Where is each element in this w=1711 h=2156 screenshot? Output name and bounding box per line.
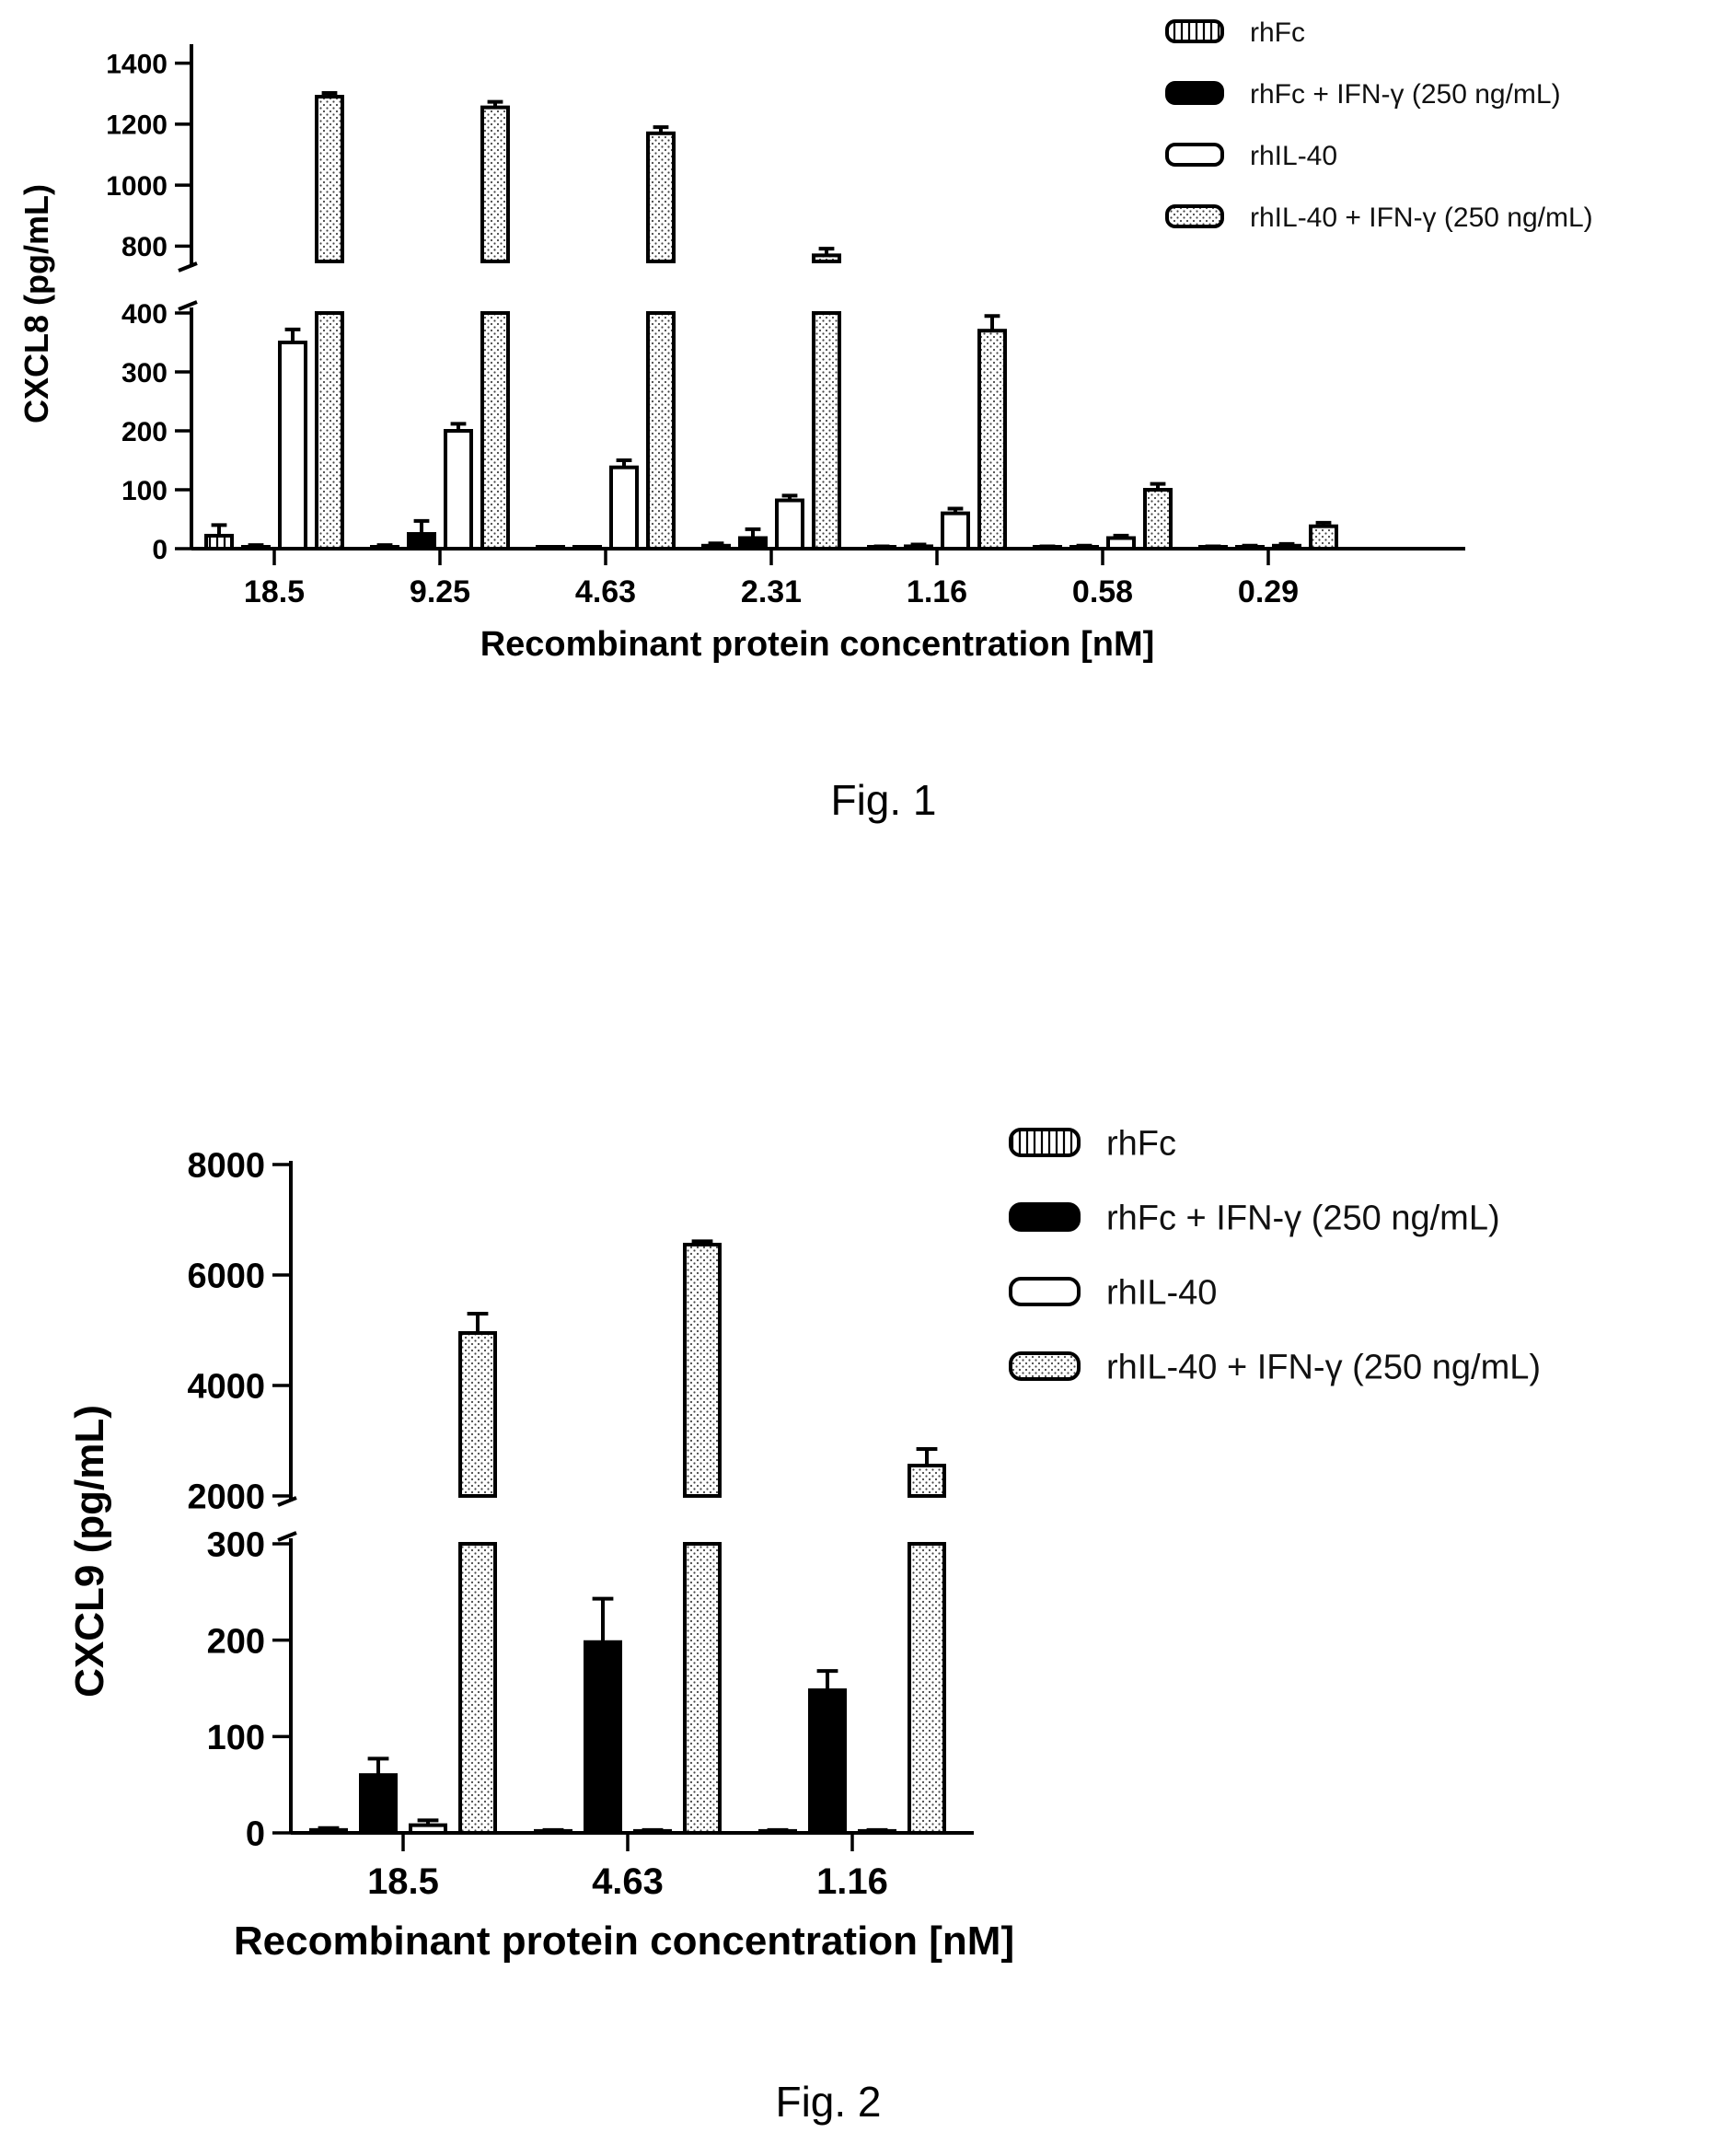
- legend-label: rhFc: [1106, 1125, 1176, 1164]
- y-tick-label: 0: [152, 535, 168, 565]
- legend-swatch: [1009, 1128, 1081, 1157]
- y-tick-label: 200: [207, 1622, 265, 1661]
- y-tick-label: 2000: [187, 1478, 265, 1517]
- x-tick-label: 18.5: [244, 574, 305, 609]
- figure-2-x-axis-title: Recombinant protein concentration [nM]: [234, 1918, 1014, 1964]
- legend-label: rhFc + IFN-γ (250 ng/mL): [1250, 79, 1561, 110]
- legend-swatch: [1165, 143, 1224, 167]
- x-tick-label: 18.5: [367, 1861, 439, 1902]
- bar-2.31-rhIL-40 + IFN-γ (250 ng/mL): [812, 253, 841, 264]
- figure-1-chart: 0 100 200 300 400 800 1000 1200 1400 18.5 9.25 4.63…: [17, 17, 1593, 824]
- bar-4.63-rhIL-40 + IFN-γ (250 ng/mL): [683, 1243, 722, 1498]
- legend-swatch: [1165, 81, 1224, 105]
- legend-label: rhIL-40 + IFN-γ (250 ng/mL): [1250, 203, 1593, 233]
- figure-1-caption: Fig. 1: [830, 776, 936, 824]
- bar-9.25-rhIL-40: [444, 429, 473, 551]
- bar-9.25-rhIL-40 + IFN-γ (250 ng/mL): [480, 105, 510, 263]
- axis-break-mark: [178, 300, 198, 311]
- bar-4.63-rhIL-40: [609, 465, 639, 551]
- bar-18.5-rhIL-40 + IFN-γ (250 ng/mL): [315, 95, 344, 264]
- y-tick-label: 6000: [187, 1258, 265, 1296]
- legend-swatch: [1009, 1277, 1081, 1306]
- y-tick-label: 800: [121, 232, 168, 262]
- x-tick-label: 1.16: [816, 1861, 888, 1902]
- y-tick-label: 4000: [187, 1368, 265, 1407]
- y-tick-label: 200: [121, 417, 168, 447]
- bar-0.29-rhIL-40 + IFN-γ (250 ng/mL): [1309, 524, 1338, 551]
- axis-break-mark: [178, 261, 198, 272]
- y-tick-label: 1000: [106, 171, 168, 202]
- bar-1.16-rhFc + IFN-γ (250 ng/mL): [808, 1688, 847, 1835]
- bar-2.31-rhIL-40: [775, 498, 804, 551]
- legend-label: rhFc: [1250, 17, 1305, 48]
- legend-label: rhIL-40: [1106, 1274, 1217, 1313]
- y-tick-label: 300: [207, 1526, 265, 1565]
- legend-label: rhIL-40: [1250, 141, 1337, 171]
- figure-2-chart: 0 100 200 300 2000 4000 6000 8000 18.5 4.63 1.16 r…: [67, 1125, 1541, 2126]
- bar-1.16-rhIL-40 + IFN-γ (250 ng/mL): [977, 329, 1007, 551]
- bar-9.25-rhIL-40 + IFN-γ (250 ng/mL)-lower: [480, 311, 510, 551]
- figure-1-legend: rhFc rhFc + IFN-γ (250 ng/mL) rhIL-40 rhIL-…: [1165, 17, 1593, 233]
- y-tick-label: 0: [246, 1815, 265, 1854]
- figure-2-legend: rhFc rhFc + IFN-γ (250 ng/mL) rhIL-40 rhIL-…: [1009, 1125, 1541, 1387]
- y-tick-label: 100: [207, 1719, 265, 1757]
- x-tick-label: 4.63: [575, 574, 636, 609]
- bar-18.5-rhFc: [204, 533, 234, 551]
- bar-18.5-rhIL-40 + IFN-γ (250 ng/mL)-lower: [315, 311, 344, 551]
- x-tick-label: 1.16: [907, 574, 967, 609]
- y-tick-label: 8000: [187, 1147, 265, 1186]
- figure-2-y-axis-title: CXCL9 (pg/mL): [67, 1405, 112, 1698]
- y-tick-label: 1200: [106, 110, 168, 141]
- y-tick-label: 1400: [106, 49, 168, 79]
- bar-4.63-rhIL-40 + IFN-γ (250 ng/mL): [646, 131, 676, 263]
- bar-0.58-rhIL-40 + IFN-γ (250 ng/mL): [1143, 488, 1173, 551]
- figure-1-bars: [204, 91, 1338, 551]
- x-tick-label: 4.63: [592, 1861, 664, 1902]
- x-tick-label: 0.58: [1072, 574, 1133, 609]
- bar-4.63-rhIL-40 + IFN-γ (250 ng/mL)-lower: [683, 1542, 722, 1835]
- bar-18.5-rhIL-40: [278, 341, 307, 551]
- axis-break-mark: [277, 1496, 297, 1507]
- figure-2-axes: 0 100 200 300 2000 4000 6000 8000 18.5 4.63 1.16: [187, 1147, 974, 1902]
- legend-label: rhIL-40 + IFN-γ (250 ng/mL): [1106, 1349, 1541, 1387]
- figure-1-x-axis-title: Recombinant protein concentration [nM]: [480, 625, 1155, 664]
- figure-1-axes: 0 100 200 300 400 800 1000 1200 1400 18.5 9.25 4.63…: [106, 44, 1465, 609]
- y-tick-label: 300: [121, 358, 168, 388]
- bar-9.25-rhFc + IFN-γ (250 ng/mL): [407, 532, 436, 551]
- bar-1.16-rhIL-40: [941, 511, 970, 551]
- figure-2-caption: Fig. 2: [775, 2078, 881, 2126]
- figure-1-y-axis-title: CXCL8 (pg/mL): [17, 184, 55, 423]
- y-tick-label: 400: [121, 299, 168, 330]
- legend-swatch: [1009, 1351, 1081, 1381]
- axis-break-mark: [277, 1531, 297, 1542]
- bar-1.16-rhIL-40 + IFN-γ (250 ng/mL)-lower: [908, 1542, 946, 1835]
- bar-18.5-rhIL-40 + IFN-γ (250 ng/mL)-lower: [458, 1542, 497, 1835]
- legend-swatch: [1165, 19, 1224, 43]
- bar-4.63-rhIL-40 + IFN-γ (250 ng/mL)-lower: [646, 311, 676, 551]
- figure-2-bars: [309, 1239, 946, 1836]
- x-tick-label: 9.25: [410, 574, 470, 609]
- bar-1.16-rhIL-40 + IFN-γ (250 ng/mL): [908, 1464, 946, 1498]
- x-tick-label: 2.31: [741, 574, 802, 609]
- legend-swatch: [1009, 1202, 1081, 1232]
- bar-2.31-rhIL-40 + IFN-γ (250 ng/mL)-lower: [812, 311, 841, 551]
- legend-label: rhFc + IFN-γ (250 ng/mL): [1106, 1200, 1500, 1238]
- legend-swatch: [1165, 204, 1224, 228]
- bar-18.5-rhFc + IFN-γ (250 ng/mL): [359, 1773, 398, 1836]
- bar-18.5-rhIL-40 + IFN-γ (250 ng/mL): [458, 1331, 497, 1498]
- x-tick-label: 0.29: [1238, 574, 1299, 609]
- y-tick-label: 100: [121, 476, 168, 506]
- bar-4.63-rhFc + IFN-γ (250 ng/mL): [584, 1640, 622, 1836]
